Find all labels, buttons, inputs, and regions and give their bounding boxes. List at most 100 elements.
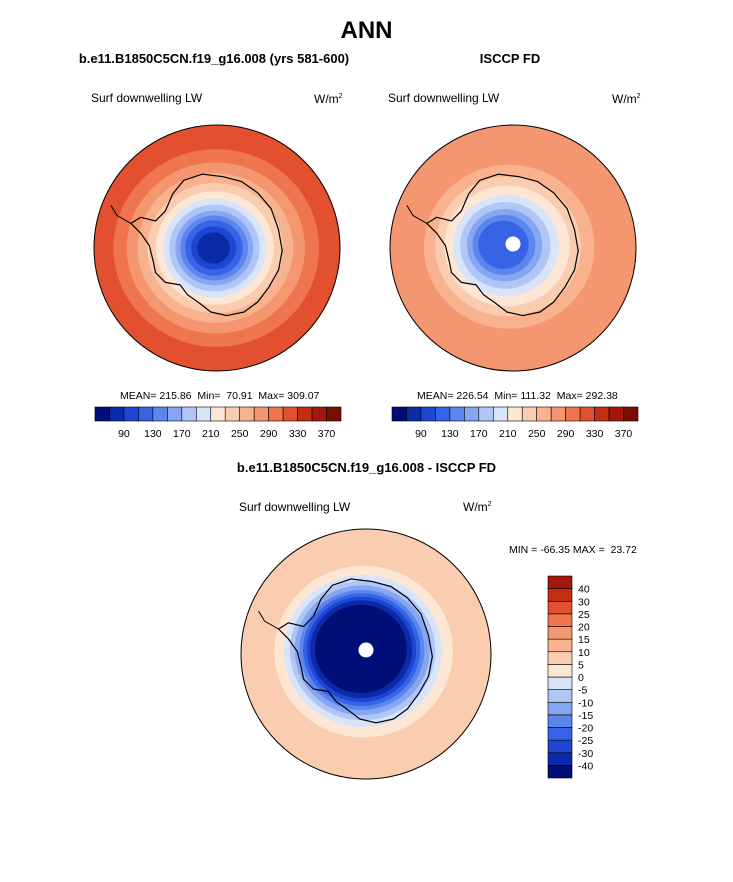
colorbar-tick-label: 90 [415,428,427,440]
colorbar-swatch [579,406,595,422]
panel-1-title: b.e11.B1850C5CN.f19_g16.008 (yrs 581-600… [78,51,350,66]
antarctica-coastline [130,173,283,317]
map-fill-3 [241,529,491,779]
colorbar-tick-label: 250 [528,428,546,440]
colorbar-swatch [565,406,581,422]
colorbar-1: 90 130 170 210 250 290 330 370 [94,406,342,440]
colorbar-swatch [547,739,573,754]
page-title: ANN [340,17,393,44]
colorbar-tick-label: 330 [289,428,307,440]
colorbar-swatch [507,406,523,422]
colorbar-swatch [492,406,509,422]
colorbar-2: 90 130 170 210 250 290 330 370 [391,406,639,440]
peninsula-coastline [258,610,279,630]
colorbar-swatch [435,406,451,422]
colorbar-swatch [547,689,573,703]
colorbar-swatch [195,406,212,422]
colorbar-tick-label: 370 [318,428,336,440]
colorbar-swatch [547,626,573,640]
colorbar-tick-label: -10 [578,697,593,709]
colorbar-swatch [326,406,342,422]
colorbar-tick-label: 250 [231,428,249,440]
colorbar-tick-label: 0 [578,672,584,684]
colorbar-swatch [239,406,255,422]
colorbar-swatch [594,406,610,422]
colorbar-tick-label: 170 [173,428,191,440]
antarctica-coastline [277,578,433,724]
colorbar-swatch [138,406,154,422]
colorbar-swatch [547,701,573,716]
pole-missing-marker [358,642,374,658]
colorbar-swatch [547,638,573,653]
colorbar-tick-label: 210 [202,428,220,440]
colorbar-swatch [547,613,573,627]
colorbar-swatch [94,406,110,422]
panel-1-stats: MEAN= 215.86 Min= 70.91 Max= 309.07 [120,390,320,402]
panel-1-units-label: W/m2 [314,92,343,106]
colorbar-swatch [547,752,573,766]
map-fill-1 [94,125,340,371]
panel-2-units-label: W/m2 [612,92,641,106]
colorbar-swatch [547,664,573,678]
colorbar-tick-label: 210 [499,428,517,440]
colorbar-tick-label: 40 [578,584,590,596]
colorbar-swatch [478,406,494,422]
colorbar-tick-label: 290 [260,428,278,440]
colorbar-tick-label: 290 [557,428,575,440]
map-border [389,124,637,372]
peninsula-coastline [406,205,428,224]
colorbar-swatch [181,406,197,422]
colorbar-swatch [550,406,566,422]
colorbar-tick-label: 10 [578,647,590,659]
colorbar-swatch [406,406,422,422]
contour-band-125 [478,220,529,269]
colorbar-tick-label: 330 [586,428,604,440]
colorbar-tick-label: -40 [578,760,593,772]
colorbar-swatch [623,406,639,422]
colorbar-swatch [547,575,573,589]
colorbar-tick-label: 130 [441,428,459,440]
colorbar-swatch [547,727,573,741]
panel-2-variable-label: Surf downwelling LW [388,91,500,105]
map-fill-2 [390,125,636,371]
colorbar-swatch [167,406,183,422]
pole-missing-marker [505,236,521,252]
panel-2-stats: MEAN= 226.54 Min= 111.32 Max= 292.38 [417,390,618,402]
colorbar-tick-label: -20 [578,723,593,735]
colorbar-swatch [547,588,573,602]
map-panel-1: 90 130 170 210 250 290 330 370 [93,124,342,440]
colorbar-swatch [152,406,168,422]
colorbar-tick-label: 370 [615,428,633,440]
colorbar-swatch [210,406,226,422]
map-border [93,124,341,372]
panel-3-stats: MIN = -66.35 MAX = 23.72 [509,544,637,556]
colorbar-tick-label: -15 [578,710,593,722]
map-border [240,528,492,780]
panel-3-title: b.e11.B1850C5CN.f19_g16.008 - ISCCP FD [236,460,497,475]
colorbar-swatch [547,676,573,690]
colorbar-swatch [224,406,241,422]
colorbar-tick-label: 20 [578,622,590,634]
colorbar-swatch [521,406,538,422]
colorbar-swatch [253,406,269,422]
panel-3-units-label: W/m2 [463,500,492,514]
colorbar-swatch [311,406,327,422]
colorbar-swatch [547,600,573,615]
colorbar-tick-label: 170 [470,428,488,440]
colorbar-swatch [547,765,573,779]
colorbar-tick-label: 15 [578,634,590,646]
colorbar-tick-label: -5 [578,685,587,697]
colorbar-tick-label: 25 [578,609,590,621]
colorbar-tick-label: 30 [578,596,590,608]
colorbar-tick-label: 90 [118,428,130,440]
peninsula-coastline [110,205,132,224]
panel-3-variable-label: Surf downwelling LW [239,500,351,514]
colorbar-tick-label: -30 [578,748,593,760]
colorbar-tick-label: -25 [578,735,593,747]
antarctica-coastline [426,173,579,317]
colorbar-tick-label: 130 [144,428,162,440]
colorbar-swatch [109,406,125,422]
